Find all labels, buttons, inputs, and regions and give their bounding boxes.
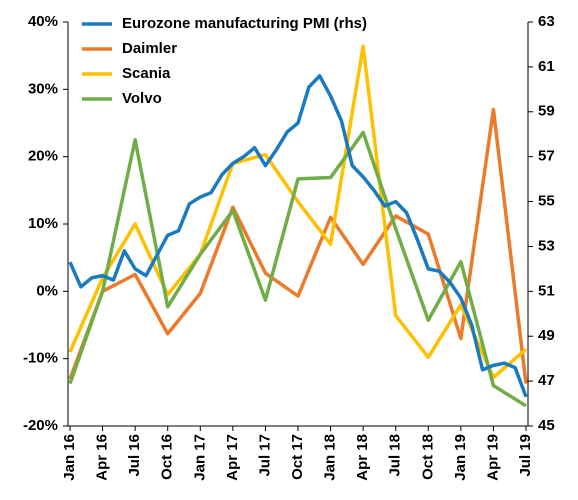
legend-label: Eurozone manufacturing PMI (rhs) <box>122 15 367 32</box>
y2-tick-label: 47 <box>538 372 555 389</box>
x-tick-label: Oct 16 <box>159 434 176 480</box>
legend-label: Scania <box>122 65 171 82</box>
legend-label: Volvo <box>122 90 162 107</box>
legend-label: Daimler <box>122 40 177 57</box>
y2-tick-label: 57 <box>538 148 555 165</box>
x-tick-label: Jul 16 <box>126 434 143 477</box>
x-tick-label: Apr 18 <box>354 434 371 481</box>
x-tick-label: Oct 17 <box>289 434 306 480</box>
y2-tick-label: 61 <box>538 58 555 75</box>
x-tick-label: Oct 18 <box>419 434 436 480</box>
y-tick-label: 0% <box>36 282 58 299</box>
y2-tick-label: 45 <box>538 417 555 434</box>
y-tick-label: -20% <box>23 417 58 434</box>
y2-tick-label: 59 <box>538 103 555 120</box>
x-tick-label: Apr 16 <box>94 434 111 481</box>
y-tick-label: -10% <box>23 350 58 367</box>
y-tick-label: 20% <box>28 148 58 165</box>
x-tick-label: Jan 17 <box>191 434 208 481</box>
y2-tick-label: 51 <box>538 282 555 299</box>
y-tick-label: 30% <box>28 80 58 97</box>
x-tick-label: Jul 17 <box>256 434 273 477</box>
y2-tick-label: 63 <box>538 13 555 30</box>
y2-tick-label: 55 <box>538 193 555 210</box>
x-tick-label: Jul 19 <box>517 434 534 477</box>
y2-tick-label: 53 <box>538 237 555 254</box>
y-tick-label: 10% <box>28 215 58 232</box>
y-tick-label: 40% <box>28 13 58 30</box>
x-tick-label: Apr 17 <box>224 434 241 481</box>
series-line <box>68 107 528 384</box>
x-tick-label: Jul 18 <box>387 434 404 477</box>
x-tick-label: Jan 18 <box>322 434 339 481</box>
x-tick-label: Apr 19 <box>484 434 501 481</box>
x-tick-label: Jan 19 <box>452 434 469 481</box>
series-line <box>68 44 528 380</box>
x-tick-label: Jan 16 <box>61 434 78 481</box>
series-line <box>68 74 528 398</box>
y2-tick-label: 49 <box>538 327 555 344</box>
